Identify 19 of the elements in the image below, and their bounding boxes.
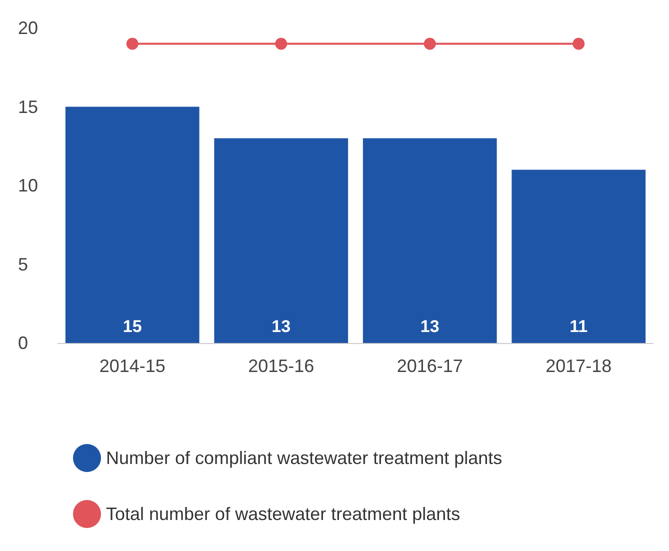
x-tick-label: 2016-17 <box>396 356 463 376</box>
data-label: 13 <box>272 317 291 336</box>
y-tick-label: 20 <box>18 18 38 38</box>
data-label: 15 <box>122 317 142 336</box>
x-tick-label: 2014-15 <box>99 356 166 376</box>
y-tick-label: 0 <box>18 333 28 353</box>
x-tick-label: 2015-16 <box>248 356 314 376</box>
bar <box>65 106 200 343</box>
y-tick-label: 10 <box>18 176 38 196</box>
bar <box>362 138 497 343</box>
legend-label: Total number of wastewater treatment plants <box>106 504 460 524</box>
data-label: 11 <box>570 317 588 336</box>
legend-label: Number of compliant wastewater treatment plants <box>106 448 502 468</box>
bar <box>214 138 348 343</box>
x-tick-label: 2017-18 <box>546 356 612 376</box>
y-tick-label: 15 <box>18 96 38 117</box>
bar <box>512 170 646 343</box>
y-tick-label: 5 <box>18 254 28 274</box>
data-label: 13 <box>420 317 440 336</box>
